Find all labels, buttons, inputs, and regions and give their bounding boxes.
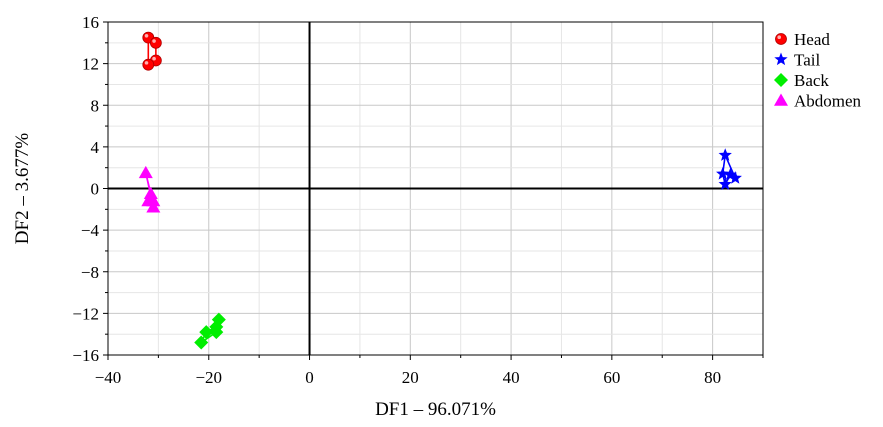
y-tick-label: −8: [81, 263, 99, 282]
point-back: [194, 335, 209, 350]
x-tick-label: 60: [603, 368, 620, 387]
point-head-highlight: [144, 34, 149, 38]
y-tick-label: 4: [91, 138, 100, 157]
x-tick-label: 0: [305, 368, 314, 387]
series-head: [142, 31, 162, 71]
legend-label-back: Back: [794, 71, 829, 90]
legend-marker-back: [774, 73, 788, 87]
zero-lines: [108, 22, 763, 355]
x-tick-label: −40: [95, 368, 122, 387]
legend-marker-abdomen: [774, 93, 788, 106]
x-tick-label: 40: [503, 368, 520, 387]
x-axis-ticks: −40 −20 0 20 40 60 80: [95, 355, 764, 387]
series-back: [194, 312, 226, 350]
legend-marker-head: [775, 33, 787, 45]
legend-marker-head-highlight: [777, 35, 781, 39]
point-tail: [718, 177, 732, 190]
point-head-highlight: [152, 56, 156, 61]
y-tick-label: −12: [72, 304, 99, 323]
point-tail: [723, 167, 737, 181]
legend-label-head: Head: [794, 30, 830, 49]
point-head: [149, 36, 162, 49]
y-tick-label: 16: [82, 13, 99, 32]
point-back: [211, 312, 226, 327]
point-head-highlight: [152, 39, 156, 43]
point-tail: [728, 171, 742, 184]
point-abdomen: [138, 165, 153, 179]
legend-label-tail: Tail: [794, 51, 820, 70]
series-layer: [138, 31, 742, 350]
point-back: [199, 325, 214, 340]
series-abdomen: [138, 165, 161, 213]
y-axis-label: DF2 – 3.677%: [12, 133, 33, 245]
point-tail: [718, 148, 732, 161]
x-tick-label: 80: [704, 368, 721, 387]
x-tick-label: 20: [402, 368, 419, 387]
x-axis-label: DF1 – 96.071%: [375, 399, 496, 420]
point-abdomen: [146, 200, 161, 213]
legend-marker-tail: [774, 52, 788, 66]
point-head: [142, 58, 155, 71]
y-tick-label: 0: [91, 180, 100, 199]
y-axis-ticks: −16 −12 −8 −4 0 4 8 12 16: [72, 13, 108, 365]
y-tick-label: 12: [82, 55, 99, 74]
point-back: [209, 325, 224, 340]
y-tick-label: −16: [72, 346, 99, 365]
point-tail: [716, 166, 730, 180]
series-tail: [716, 148, 742, 190]
x-tick-label: −20: [195, 368, 222, 387]
legend-label-abdomen: Abdomen: [794, 92, 862, 111]
point-head-highlight: [144, 61, 149, 65]
y-tick-label: −4: [81, 221, 100, 240]
y-tick-label: 8: [91, 96, 100, 115]
